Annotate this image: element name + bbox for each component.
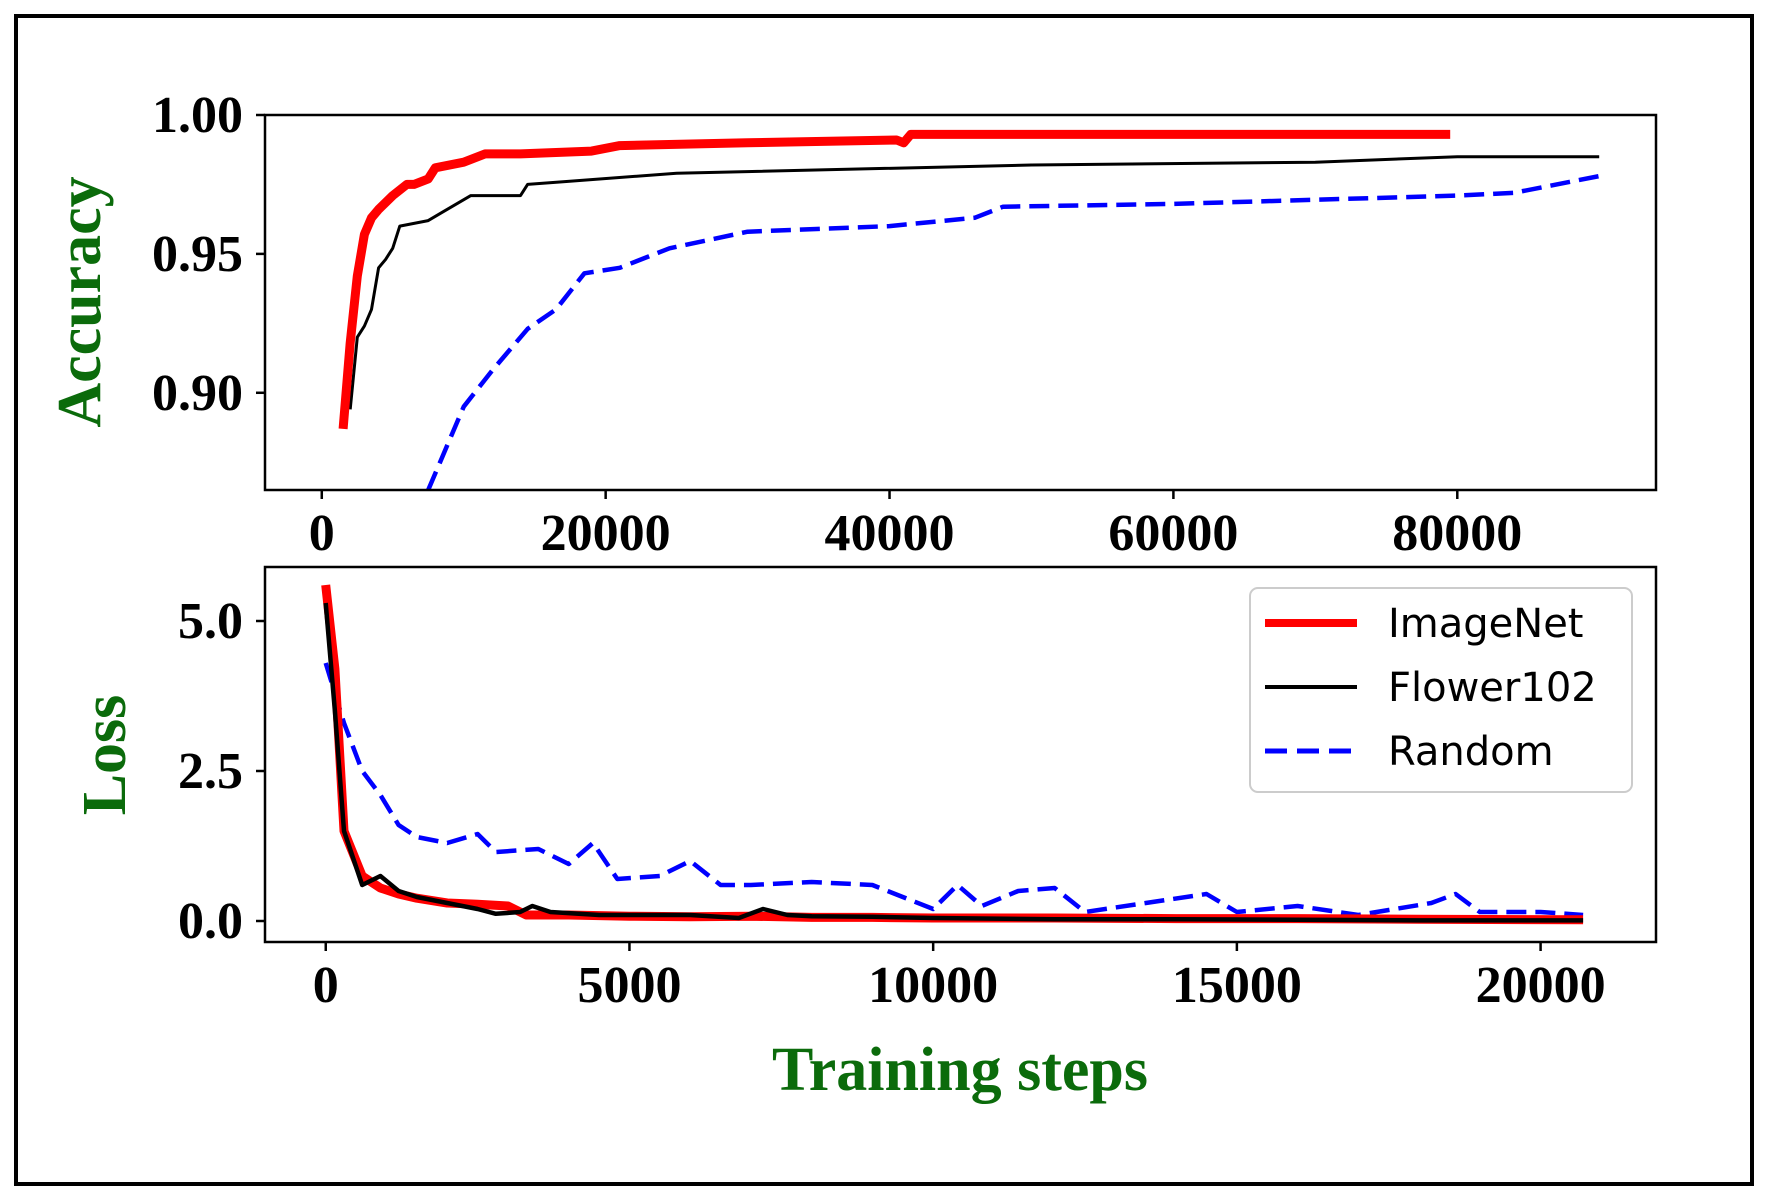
loss-ytick-label: 0.0 xyxy=(178,893,243,950)
loss-xtick-label: 0 xyxy=(313,957,339,1014)
loss-xtick-label: 20000 xyxy=(1476,957,1606,1014)
loss-panel: 0 5000 10000 15000 20000 0.0 2.5 5.0 Loss Train… xyxy=(71,565,1658,1104)
loss-series-random xyxy=(323,662,1584,918)
loss-axes-frame xyxy=(263,565,1658,944)
loss-xtick-label: 15000 xyxy=(1172,957,1302,1014)
accuracy-xtick-label: 40000 xyxy=(825,505,955,562)
legend-label-flower102: Flower102 xyxy=(1388,665,1597,711)
loss-series-group xyxy=(321,584,1584,925)
accuracy-series-imagenet xyxy=(338,129,1451,430)
accuracy-ytick-label: 1.00 xyxy=(152,87,243,144)
loss-xlabel: Training steps xyxy=(772,1036,1148,1104)
loss-series-flower102 xyxy=(323,602,1584,923)
accuracy-xtick-label: 60000 xyxy=(1108,505,1238,562)
accuracy-xtick-label: 20000 xyxy=(541,505,671,562)
legend: ImageNet Flower102 Random xyxy=(1249,587,1633,793)
loss-xtick-label: 10000 xyxy=(868,957,998,1014)
loss-ytick-label: 5.0 xyxy=(178,593,243,650)
loss-ticks: 0 5000 10000 15000 20000 0.0 2.5 5.0 xyxy=(178,593,1606,1014)
loss-ytick-label: 2.5 xyxy=(178,743,243,800)
accuracy-series-flower102 xyxy=(348,155,1600,410)
accuracy-ytick-label: 0.95 xyxy=(152,226,243,283)
accuracy-ytick-label: 0.90 xyxy=(152,365,243,422)
accuracy-ylabel: Accuracy xyxy=(46,176,114,427)
accuracy-xtick-label: 80000 xyxy=(1392,505,1522,562)
legend-label-random: Random xyxy=(1388,729,1554,775)
accuracy-axes-frame xyxy=(263,113,1658,492)
legend-label-imagenet: ImageNet xyxy=(1388,601,1584,647)
accuracy-series-random xyxy=(426,173,1600,490)
accuracy-panel: 0 20000 40000 60000 80000 0.90 0.95 1.00 Accura… xyxy=(46,87,1658,562)
loss-ylabel: Loss xyxy=(71,695,139,816)
legend-box xyxy=(1249,587,1633,793)
accuracy-series-group xyxy=(338,129,1600,490)
accuracy-ticks: 0 20000 40000 60000 80000 0.90 0.95 1.00 xyxy=(152,87,1522,562)
accuracy-xtick-label: 0 xyxy=(309,505,335,562)
loss-xtick-label: 5000 xyxy=(577,957,681,1014)
